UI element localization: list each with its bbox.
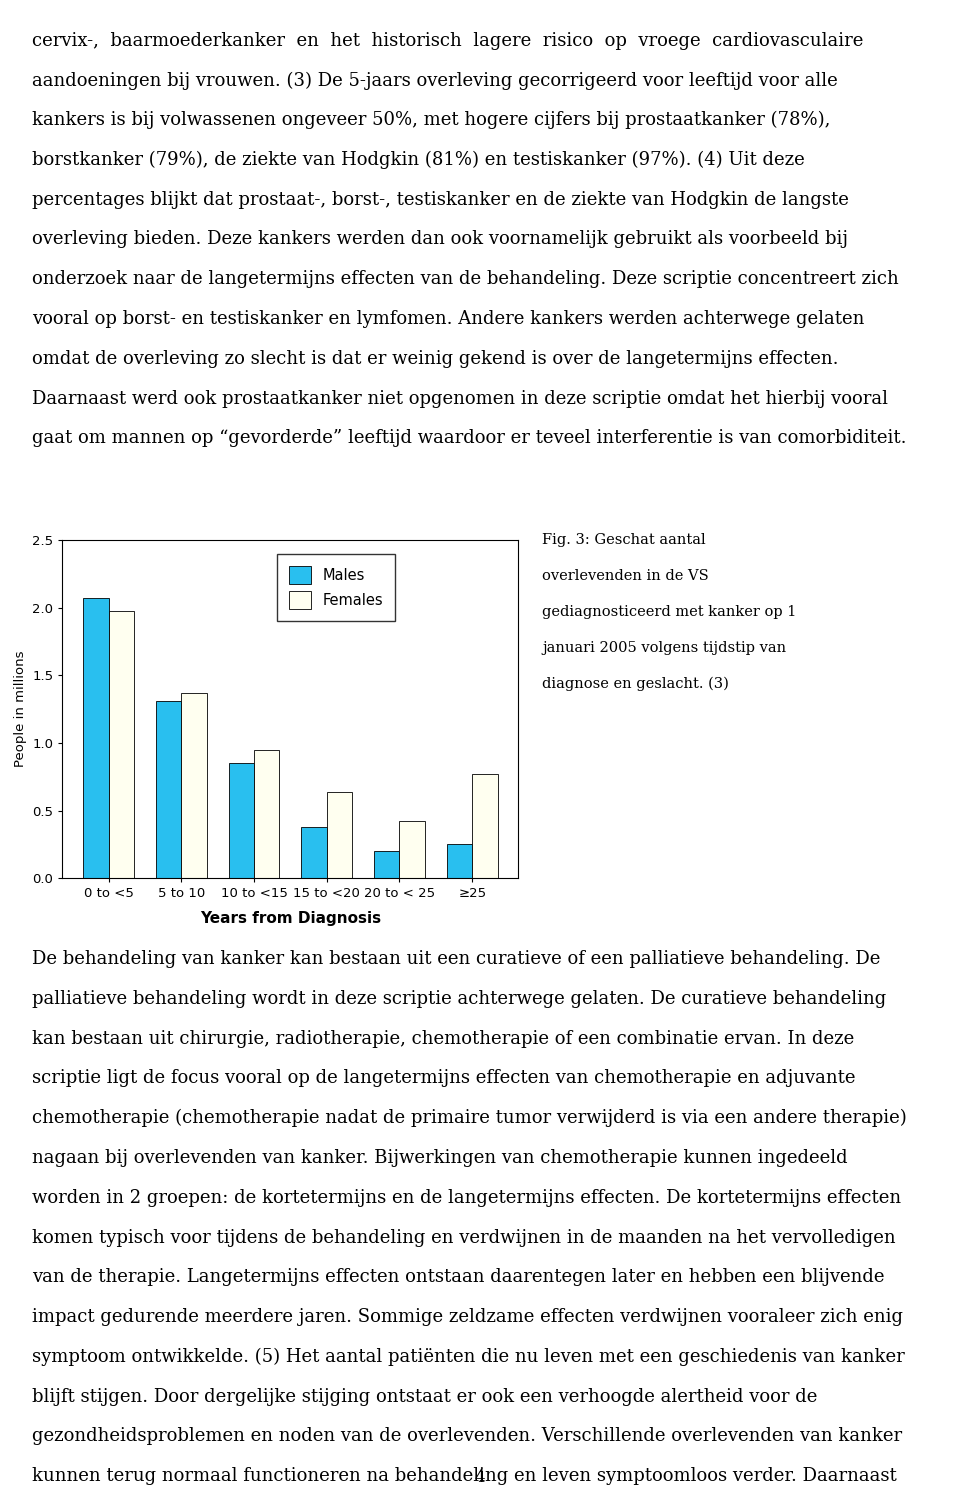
- Text: percentages blijkt dat prostaat-, borst-, testiskanker en de ziekte van Hodgkin : percentages blijkt dat prostaat-, borst-…: [32, 191, 849, 209]
- Text: borstkanker (79%), de ziekte van Hodgkin (81%) en testiskanker (97%). (4) Uit de: borstkanker (79%), de ziekte van Hodgkin…: [32, 152, 804, 170]
- Bar: [399, 821, 425, 878]
- Text: overleving bieden. Deze kankers werden dan ook voornamelijk gebruikt als voorbee: overleving bieden. Deze kankers werden d…: [32, 230, 848, 248]
- Text: chemotherapie (chemotherapie nadat de primaire tumor verwijderd is via een ander: chemotherapie (chemotherapie nadat de pr…: [32, 1109, 906, 1127]
- Text: palliatieve behandeling wordt in deze scriptie achterwege gelaten. De curatieve : palliatieve behandeling wordt in deze sc…: [32, 991, 886, 1007]
- Text: Fig. 3: Geschat aantal: Fig. 3: Geschat aantal: [542, 533, 706, 546]
- Text: Daarnaast werd ook prostaatkanker niet opgenomen in deze scriptie omdat het hier: Daarnaast werd ook prostaatkanker niet o…: [32, 390, 888, 407]
- Text: vooral op borst- en testiskanker en lymfomen. Andere kankers werden achterwege g: vooral op borst- en testiskanker en lymf…: [32, 311, 864, 327]
- Text: van de therapie. Langetermijns effecten ontstaan daarentegen later en hebben een: van de therapie. Langetermijns effecten …: [32, 1268, 884, 1286]
- Bar: [156, 701, 181, 878]
- Text: 4: 4: [474, 1469, 486, 1486]
- Text: scriptie ligt de focus vooral op de langetermijns effecten van chemotherapie en : scriptie ligt de focus vooral op de lang…: [32, 1069, 855, 1087]
- X-axis label: Years from Diagnosis: Years from Diagnosis: [200, 911, 381, 926]
- Text: impact gedurende meerdere jaren. Sommige zeldzame effecten verdwijnen vooraleer : impact gedurende meerdere jaren. Sommige…: [32, 1307, 902, 1325]
- Text: komen typisch voor tijdens de behandeling en verdwijnen in de maanden na het ver: komen typisch voor tijdens de behandelin…: [32, 1228, 896, 1246]
- Bar: [326, 791, 352, 878]
- Text: worden in 2 groepen: de kortetermijns en de langetermijns effecten. De korteterm: worden in 2 groepen: de kortetermijns en…: [32, 1189, 900, 1207]
- Text: januari 2005 volgens tijdstip van: januari 2005 volgens tijdstip van: [542, 641, 786, 654]
- Bar: [374, 851, 399, 878]
- Text: gezondheidsproblemen en noden van de overlevenden. Verschillende overlevenden va: gezondheidsproblemen en noden van de ove…: [32, 1427, 901, 1445]
- Text: kankers is bij volwassenen ongeveer 50%, met hogere cijfers bij prostaatkanker (: kankers is bij volwassenen ongeveer 50%,…: [32, 111, 830, 129]
- Text: omdat de overleving zo slecht is dat er weinig gekend is over de langetermijns e: omdat de overleving zo slecht is dat er …: [32, 350, 838, 368]
- Text: onderzoek naar de langetermijns effecten van de behandeling. Deze scriptie conce: onderzoek naar de langetermijns effecten…: [32, 270, 899, 288]
- Bar: [181, 693, 206, 878]
- Text: blijft stijgen. Door dergelijke stijging ontstaat er ook een verhoogde alertheid: blijft stijgen. Door dergelijke stijging…: [32, 1387, 817, 1405]
- Text: gaat om mannen op “gevorderde” leeftijd waardoor er teveel interferentie is van : gaat om mannen op “gevorderde” leeftijd …: [32, 429, 906, 447]
- Legend: Males, Females: Males, Females: [277, 554, 395, 620]
- Bar: [301, 827, 326, 878]
- Bar: [108, 611, 134, 878]
- Text: nagaan bij overlevenden van kanker. Bijwerkingen van chemotherapie kunnen ingede: nagaan bij overlevenden van kanker. Bijw…: [32, 1150, 848, 1166]
- Bar: [84, 599, 108, 878]
- Bar: [254, 749, 279, 878]
- Text: gediagnosticeerd met kanker op 1: gediagnosticeerd met kanker op 1: [542, 605, 797, 618]
- Bar: [446, 844, 472, 878]
- Text: kunnen terug normaal functioneren na behandeling en leven symptoomloos verder. D: kunnen terug normaal functioneren na beh…: [32, 1468, 897, 1484]
- Text: De behandeling van kanker kan bestaan uit een curatieve of een palliatieve behan: De behandeling van kanker kan bestaan ui…: [32, 950, 880, 968]
- Text: aandoeningen bij vrouwen. (3) De 5-jaars overleving gecorrigeerd voor leeftijd v: aandoeningen bij vrouwen. (3) De 5-jaars…: [32, 71, 837, 90]
- Text: kan bestaan uit chirurgie, radiotherapie, chemotherapie of een combinatie ervan.: kan bestaan uit chirurgie, radiotherapie…: [32, 1030, 854, 1048]
- Text: symptoom ontwikkelde. (5) Het aantal patiënten die nu leven met een geschiedenis: symptoom ontwikkelde. (5) Het aantal pat…: [32, 1348, 904, 1366]
- Y-axis label: People in millions: People in millions: [13, 651, 27, 767]
- Text: diagnose en geslacht. (3): diagnose en geslacht. (3): [542, 677, 730, 692]
- Text: overlevenden in de VS: overlevenden in de VS: [542, 569, 709, 582]
- Bar: [228, 763, 254, 878]
- Text: cervix-,  baarmoederkanker  en  het  historisch  lagere  risico  op  vroege  car: cervix-, baarmoederkanker en het histori…: [32, 32, 863, 50]
- Bar: [472, 775, 497, 878]
